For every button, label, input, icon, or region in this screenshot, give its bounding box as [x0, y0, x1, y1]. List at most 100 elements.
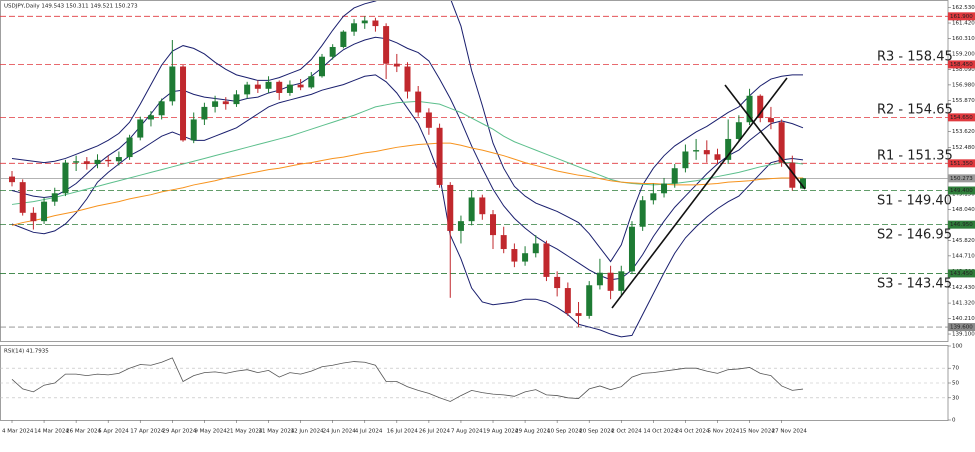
candle-body — [318, 56, 325, 77]
y-tick-label: 144.710 — [952, 253, 975, 259]
x-tick-label: 14 Oct 2024 — [643, 429, 678, 435]
candle-body — [265, 81, 272, 89]
level-name: R2 - 154.65 — [877, 102, 953, 117]
candle-body — [447, 184, 454, 231]
candle-body — [586, 285, 593, 316]
indicator-line — [11, 142, 803, 226]
y-tick-label: 140.210 — [952, 316, 975, 322]
candle-body — [490, 214, 497, 236]
candle-body — [661, 183, 668, 194]
indicator-line — [11, 36, 804, 281]
rsi — [0, 357, 948, 402]
rsi-tick-label: 70 — [952, 366, 959, 372]
candle-body — [457, 221, 464, 231]
candle-body — [607, 272, 614, 291]
y-tick-label: 156.980 — [952, 82, 975, 88]
candle-body — [500, 235, 507, 250]
candle-body — [596, 272, 603, 286]
candle-body — [212, 101, 219, 107]
level-name: S2 - 146.95 — [877, 228, 952, 243]
x-tick-label: 26 Jul 2024 — [419, 429, 451, 435]
candle-body — [543, 243, 550, 277]
x-tick-label: 10 Sep 2024 — [547, 429, 582, 435]
candle-body — [137, 119, 144, 138]
x-tick-label: 9 May 2024 — [194, 429, 227, 435]
candle-body — [351, 23, 358, 32]
candle-body — [415, 91, 422, 113]
x-tick-label: 4 Mar 2024 — [2, 429, 34, 435]
rsi-tick-label: 30 — [952, 395, 959, 401]
x-tick-label: 29 Apr 2024 — [162, 429, 197, 435]
x-tick-label: 2 Oct 2024 — [611, 429, 642, 435]
candle-body — [778, 122, 785, 163]
x-tick-label: 12 Jun 2024 — [291, 429, 325, 435]
y-tick-label: 162.530 — [952, 5, 975, 11]
y-tick-label: 153.620 — [952, 129, 975, 135]
trend-line — [611, 77, 788, 309]
y-tick-label: 161.420 — [952, 21, 975, 27]
candle-body — [30, 212, 37, 222]
rsi-title: RSI(14) 41.7935 — [4, 349, 49, 355]
candle-body — [297, 84, 304, 88]
candle-body — [329, 46, 336, 57]
candle-body — [233, 94, 240, 105]
candle-body — [532, 243, 539, 254]
level-label: 151.350 — [950, 161, 973, 167]
candle-body — [682, 151, 689, 169]
level-box — [948, 269, 975, 278]
candle-body — [51, 193, 58, 202]
candle-body — [9, 176, 15, 183]
level-box — [948, 159, 975, 168]
level-label: 154.650 — [950, 115, 973, 121]
candle-body — [735, 122, 742, 139]
candle-body — [639, 200, 646, 227]
candle-body — [94, 159, 101, 165]
candle-body — [575, 313, 582, 316]
candle-body — [244, 84, 251, 95]
x-tick-label: 16 Jul 2024 — [387, 429, 419, 435]
candle-body — [372, 20, 379, 27]
level-name: R1 - 151.35 — [877, 148, 953, 163]
candle-body — [746, 95, 753, 123]
indicator-line — [11, 1, 803, 263]
candle-body — [383, 26, 390, 64]
candle-body — [650, 193, 657, 201]
candle-body — [628, 226, 635, 272]
x-tick-label: 5 Nov 2024 — [707, 429, 739, 435]
candle-body — [468, 197, 475, 222]
level-label: 149.400 — [950, 188, 973, 194]
candle-body — [73, 161, 80, 163]
candle-body — [404, 66, 411, 92]
candle-body — [725, 138, 732, 160]
x-tick-label: 19 Aug 2024 — [483, 429, 519, 435]
y-tick-label: 139.100 — [952, 332, 975, 338]
candle-body — [671, 168, 678, 184]
y-tick-label: 159.200 — [952, 51, 975, 57]
indicator-line — [11, 100, 804, 205]
level-name: S1 - 149.40 — [877, 194, 952, 209]
candle-body — [83, 161, 90, 165]
candle-body — [436, 127, 443, 185]
level-box — [948, 323, 975, 332]
candle-body — [564, 288, 571, 314]
x-tick-label: 24 Oct 2024 — [675, 429, 710, 435]
x-tick-label: 26 Mar 2024 — [66, 429, 101, 435]
candle-body — [201, 106, 208, 120]
level-box — [948, 12, 975, 21]
level-name: R3 - 158.45 — [877, 49, 953, 64]
candle-body — [479, 197, 486, 215]
trend-lines — [611, 77, 806, 309]
x-tick-label: 29 Aug 2024 — [515, 429, 551, 435]
candle-body — [393, 63, 400, 67]
candle-body — [62, 162, 69, 194]
x-tick-label: 5 Apr 2024 — [98, 429, 129, 435]
x-tick-label: 14 Mar 2024 — [34, 429, 69, 435]
level-box — [948, 113, 975, 122]
indicator-line — [11, 74, 804, 338]
level-box — [948, 186, 975, 195]
candle-body — [340, 31, 347, 47]
candle-body — [522, 253, 529, 262]
candle-body — [158, 101, 165, 116]
